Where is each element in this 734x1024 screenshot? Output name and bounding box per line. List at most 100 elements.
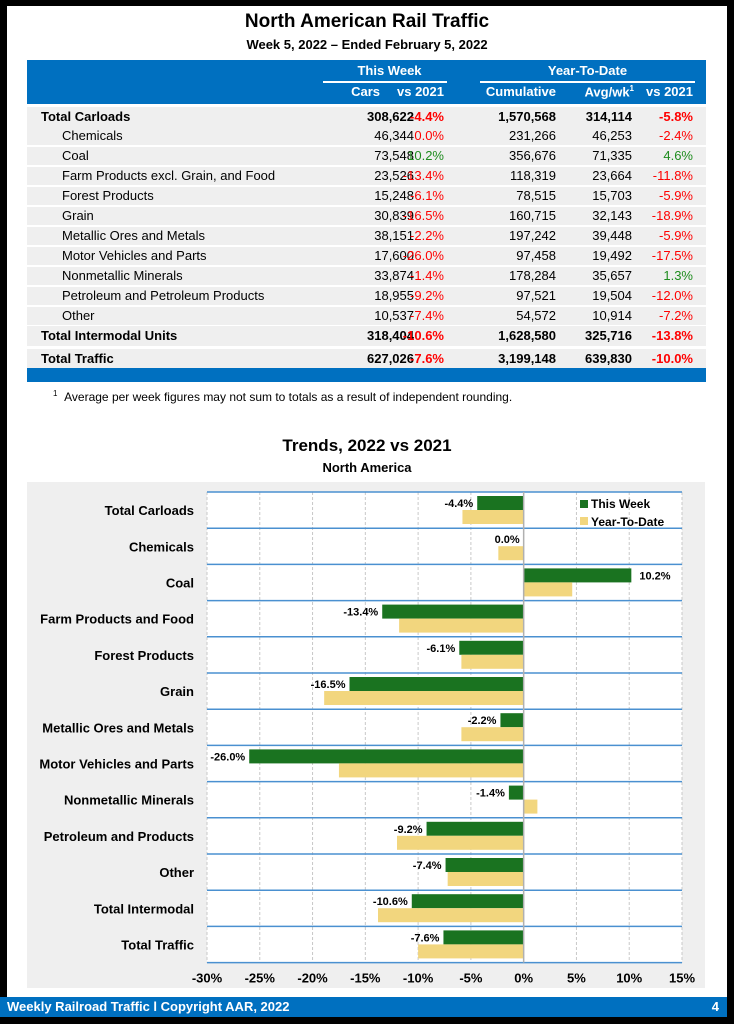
x-tick-label: -20%	[297, 971, 328, 986]
x-tick-label: 10%	[616, 971, 642, 986]
bar-this-week	[382, 604, 524, 619]
bar-this-week	[349, 677, 524, 691]
vs-2021-value: -1.4%	[410, 268, 444, 283]
legend-label-ytd: Year-To-Date	[591, 515, 664, 529]
vs-2021-value: -10.6%	[402, 328, 444, 343]
bar-data-label: 0.0%	[495, 534, 520, 546]
vs-2021-value: -26.0%	[402, 248, 444, 263]
avg-wk-value: 325,716	[585, 328, 632, 343]
ytd-vs-2021-value: -17.5%	[651, 248, 693, 263]
row-label: Metallic Ores and Metals	[62, 228, 206, 243]
bar-data-label: -4.4%	[444, 498, 473, 510]
x-tick-label: -25%	[245, 971, 276, 986]
bar-data-label: -13.4%	[343, 607, 378, 619]
x-tick-label: 5%	[567, 971, 586, 986]
row-label: Coal	[62, 148, 89, 163]
row-label: Chemicals	[62, 128, 123, 143]
bar-year-to-date	[461, 727, 524, 742]
bar-this-week	[249, 749, 524, 764]
col-vs-2021: vs 2021	[397, 84, 444, 99]
bar-this-week	[500, 713, 524, 728]
legend-swatch-this-week	[580, 500, 588, 508]
cumulative-value: 178,284	[509, 268, 556, 283]
legend-swatch-ytd	[580, 517, 588, 525]
cumulative-value: 356,676	[509, 148, 556, 163]
bar-year-to-date	[338, 763, 524, 778]
chart-title: Trends, 2022 vs 2021	[282, 436, 452, 455]
category-label: Other	[159, 865, 194, 880]
x-tick-label: 15%	[669, 971, 695, 986]
table-row: Total Traffic 627,026 -7.6% 3,199,148 639,83…	[27, 349, 706, 369]
bar-year-to-date	[461, 654, 524, 669]
table-row: Chemicals 46,344 0.0% 231,266 46,253 -2.4%	[27, 127, 706, 145]
vs-2021-value: -6.1%	[410, 188, 444, 203]
avg-wk-value: 639,830	[585, 351, 632, 366]
bar-this-week	[477, 496, 524, 510]
avg-wk-value: 10,914	[592, 308, 632, 323]
cars-value: 18,955	[374, 288, 414, 303]
bar-year-to-date	[397, 835, 524, 850]
avg-wk-value: 314,114	[585, 109, 632, 124]
bar-this-week	[426, 821, 524, 836]
cars-value: 318,404	[367, 328, 414, 343]
row-label: Motor Vehicles and Parts	[62, 248, 207, 263]
bar-data-label: -10.6%	[373, 896, 408, 908]
page-subtitle: Week 5, 2022 – Ended February 5, 2022	[246, 37, 488, 52]
row-label: Petroleum and Petroleum Products	[62, 288, 265, 303]
bar-this-week	[443, 930, 524, 945]
ytd-vs-2021-value: -7.2%	[659, 308, 693, 323]
avg-wk-value: 71,335	[592, 148, 632, 163]
category-label: Total Intermodal	[94, 901, 194, 916]
chart-subtitle: North America	[322, 460, 412, 475]
ytd-vs-2021-value: -5.9%	[659, 228, 693, 243]
bar-year-to-date	[462, 510, 524, 524]
category-label: Grain	[160, 684, 194, 699]
cumulative-value: 160,715	[509, 208, 556, 223]
page-title: North American Rail Traffic	[244, 11, 490, 32]
col-cumulative: Cumulative	[485, 84, 556, 99]
cumulative-value: 78,515	[516, 188, 556, 203]
bar-data-label: 10.2%	[639, 570, 670, 582]
group-this-week: This Week	[357, 63, 422, 78]
ytd-vs-2021-value: -18.9%	[651, 208, 693, 223]
divider	[323, 81, 447, 83]
table-row: Metallic Ores and Metals 38,151 -2.2% 197,2…	[27, 227, 706, 245]
avg-wk-value: 39,448	[592, 228, 632, 243]
cars-value: 308,622	[367, 109, 414, 124]
cumulative-value: 1,570,568	[498, 109, 556, 124]
legend-label-this-week: This Week	[591, 497, 650, 511]
cars-value: 10,537	[374, 308, 414, 323]
vs-2021-value: -2.2%	[410, 228, 444, 243]
avg-wk-value: 46,253	[592, 128, 632, 143]
row-label: Other	[62, 308, 95, 323]
vs-2021-value: -13.4%	[402, 168, 444, 183]
row-label: Total Traffic	[41, 351, 114, 366]
category-label: Nonmetallic Minerals	[64, 793, 194, 808]
category-label: Forest Products	[94, 648, 194, 663]
bar-data-label: -9.2%	[394, 824, 423, 836]
x-tick-label: -10%	[403, 971, 434, 986]
cumulative-value: 97,458	[516, 248, 556, 263]
cars-value: 46,344	[374, 128, 414, 143]
row-label: Grain	[62, 208, 94, 223]
category-label: Petroleum and Products	[44, 829, 194, 844]
category-label: Farm Products and Food	[40, 612, 194, 627]
table-row: Total Intermodal Units 318,404 -10.6% 1,628…	[27, 326, 706, 346]
row-label: Total Carloads	[41, 109, 131, 124]
category-label: Metallic Ores and Metals	[42, 720, 194, 735]
col-avg-wk: Avg/wk1	[584, 84, 634, 100]
table-row: Farm Products excl. Grain, and Food 23,52…	[27, 167, 706, 185]
table-row: Other 10,537 -7.4% 54,572 10,914 -7.2%	[27, 307, 706, 325]
table-row: Forest Products 15,248 -6.1% 78,515 15,703 -5…	[27, 187, 706, 205]
bar-this-week	[459, 640, 524, 655]
footnote: 1 Average per week figures may not sum t…	[53, 389, 513, 404]
category-label: Coal	[166, 576, 194, 591]
bar-year-to-date	[418, 944, 524, 959]
ytd-vs-2021-value: -13.8%	[651, 328, 693, 343]
vs-2021-value: -4.4%	[410, 109, 444, 124]
bar-year-to-date	[498, 546, 524, 561]
bar-this-week	[445, 858, 524, 872]
col-cars: Cars	[351, 84, 380, 99]
ytd-vs-2021-value: -11.8%	[652, 168, 693, 183]
